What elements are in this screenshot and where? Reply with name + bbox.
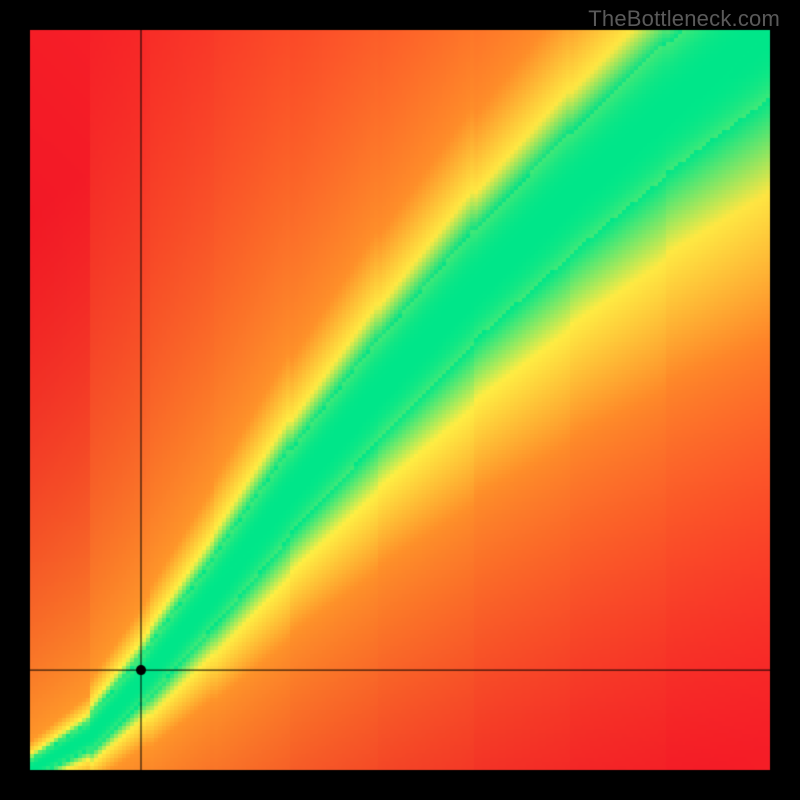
bottleneck-heatmap: [0, 0, 800, 800]
chart-container: TheBottleneck.com: [0, 0, 800, 800]
watermark-text: TheBottleneck.com: [588, 6, 780, 32]
